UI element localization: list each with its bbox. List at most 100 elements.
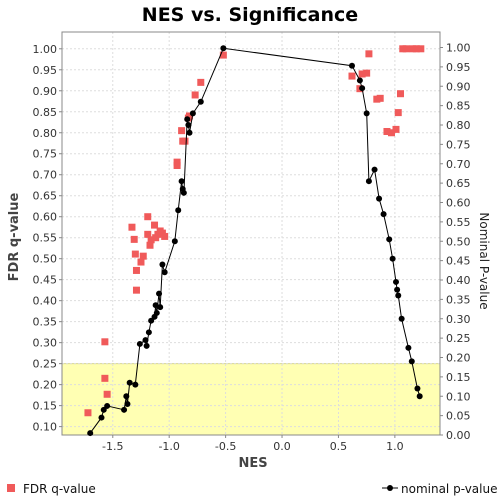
y-left-tick-label: 0.55 xyxy=(33,232,58,245)
fdr-qvalue-point xyxy=(402,45,410,53)
nominal-pvalue-point xyxy=(100,406,107,413)
nominal-pvalue-point xyxy=(98,414,105,421)
y-right-tick-label: 0.25 xyxy=(446,332,471,345)
y-right-tick-label: 0.05 xyxy=(446,410,471,423)
legend: FDR q-value nominal p-value xyxy=(7,482,497,496)
nominal-pvalue-point xyxy=(416,393,423,400)
y-right-tick-label: 0.30 xyxy=(446,313,471,326)
nominal-pvalue-point xyxy=(104,402,111,409)
fdr-qvalue-point xyxy=(101,374,109,382)
nominal-pvalue-point xyxy=(386,236,393,243)
nominal-pvalue-point xyxy=(408,358,415,365)
nominal-pvalue-point xyxy=(123,393,130,400)
y-axis-label-right: Nominal P-value xyxy=(477,212,491,309)
nominal-pvalue-point xyxy=(159,261,166,268)
y-right-tick-label: 0.00 xyxy=(446,429,471,442)
significance-band xyxy=(62,363,440,435)
nominal-pvalue-point xyxy=(405,344,412,351)
fdr-qvalue-point xyxy=(132,286,140,294)
legend-swatch-fdr xyxy=(7,484,15,492)
nominal-pvalue-point xyxy=(392,278,399,285)
y-left-tick-label: 0.20 xyxy=(33,379,58,392)
y-left-tick-label: 0.10 xyxy=(33,421,58,434)
fdr-qvalue-point xyxy=(358,70,366,78)
y-left-tick-label: 0.50 xyxy=(33,253,58,266)
fdr-qvalue-point xyxy=(394,109,402,117)
nominal-pvalue-point xyxy=(398,315,405,322)
nominal-pvalue-point xyxy=(365,178,372,185)
y-right-tick-label: 0.50 xyxy=(446,235,471,248)
y-left-tick-label: 1.00 xyxy=(33,43,58,56)
y-left-tick-label: 0.60 xyxy=(33,211,58,224)
y-left-tick-label: 0.70 xyxy=(33,169,58,182)
fdr-qvalue-point xyxy=(103,390,111,398)
x-tick-label: 1.0 xyxy=(386,440,404,453)
nominal-pvalue-point xyxy=(136,340,143,347)
nominal-pvalue-point xyxy=(87,430,94,437)
nominal-pvalue-point xyxy=(124,401,131,407)
fdr-qvalue-point xyxy=(147,236,155,244)
fdr-qvalue-point xyxy=(181,137,189,145)
legend-label-fdr: FDR q-value xyxy=(23,482,96,496)
nominal-pvalue-point xyxy=(395,292,402,299)
y-left-tick-label: 0.25 xyxy=(33,358,58,371)
y-left-tick-label: 0.85 xyxy=(33,106,58,119)
nominal-pvalue-point xyxy=(197,98,204,105)
nominal-pvalue-point xyxy=(126,379,133,386)
nominal-pvalue-point xyxy=(161,269,168,276)
fdr-qvalue-point xyxy=(365,50,373,58)
x-axis-label: NES xyxy=(238,456,267,471)
nominal-pvalue-point xyxy=(380,211,387,218)
y-left-tick-label: 0.40 xyxy=(33,295,58,308)
nominal-pvalue-point xyxy=(145,329,152,336)
nominal-pvalue-point xyxy=(363,110,370,117)
x-tick-label: 0.0 xyxy=(273,440,291,453)
y-right-tick-label: 0.35 xyxy=(446,293,471,306)
y-right-tick-label: 0.80 xyxy=(446,119,471,132)
y-left-tick-label: 0.90 xyxy=(33,85,58,98)
y-right-tick-label: 0.15 xyxy=(446,371,471,384)
nominal-pvalue-point xyxy=(157,304,164,311)
fdr-qvalue-point xyxy=(131,250,139,258)
y-right-tick-label: 0.95 xyxy=(446,61,471,74)
fdr-qvalue-point xyxy=(137,258,145,266)
x-tick-label: -0.5 xyxy=(215,440,236,453)
nominal-pvalue-point xyxy=(189,110,196,117)
fdr-qvalue-point xyxy=(363,69,371,77)
y-left-tick-label: 0.45 xyxy=(33,274,58,287)
x-tick-label: 0.5 xyxy=(330,440,348,453)
nominal-pvalue-point xyxy=(180,189,187,196)
x-tick-label: -1.5 xyxy=(102,440,123,453)
fdr-qvalue-point xyxy=(132,266,140,274)
nominal-pvalue-point xyxy=(142,337,149,344)
plot-frame xyxy=(61,31,441,436)
y-left-tick-label: 0.95 xyxy=(33,64,58,77)
fdr-qvalue-point xyxy=(101,338,109,346)
nominal-pvalue-point xyxy=(186,129,193,136)
y-right-tick-label: 0.65 xyxy=(446,177,471,190)
fdr-qvalue-point xyxy=(383,127,391,135)
nominal-pvalue-point xyxy=(184,116,191,123)
fdr-qvalue-point xyxy=(130,235,138,243)
fdr-qvalue-point xyxy=(84,409,92,417)
y-left-tick-label: 0.15 xyxy=(33,400,58,413)
nominal-pvalue-point xyxy=(153,309,160,316)
nominal-pvalue-point xyxy=(359,85,366,92)
nominal-pvalue-point xyxy=(376,195,383,202)
fdr-qvalue-point xyxy=(178,127,186,135)
y-right-tick-label: 0.55 xyxy=(446,216,471,229)
chart-title: NES vs. Significance xyxy=(142,4,358,26)
y-right-tick-label: 0.85 xyxy=(446,100,471,113)
nominal-pvalue-point xyxy=(414,385,421,392)
fdr-qvalue-point xyxy=(392,125,400,133)
y-axis-label-left: FDR q-value xyxy=(7,192,22,281)
fdr-qvalue-point xyxy=(387,129,395,137)
y-left-tick-label: 0.65 xyxy=(33,190,58,203)
y-left-tick-label: 0.80 xyxy=(33,127,58,140)
fdr-qvalue-point xyxy=(376,94,384,102)
fdr-qvalue-point xyxy=(186,112,194,120)
nominal-pvalue-point xyxy=(178,178,185,185)
y-right-tick-label: 0.70 xyxy=(446,158,471,171)
nominal-pvalue-point xyxy=(156,290,163,297)
